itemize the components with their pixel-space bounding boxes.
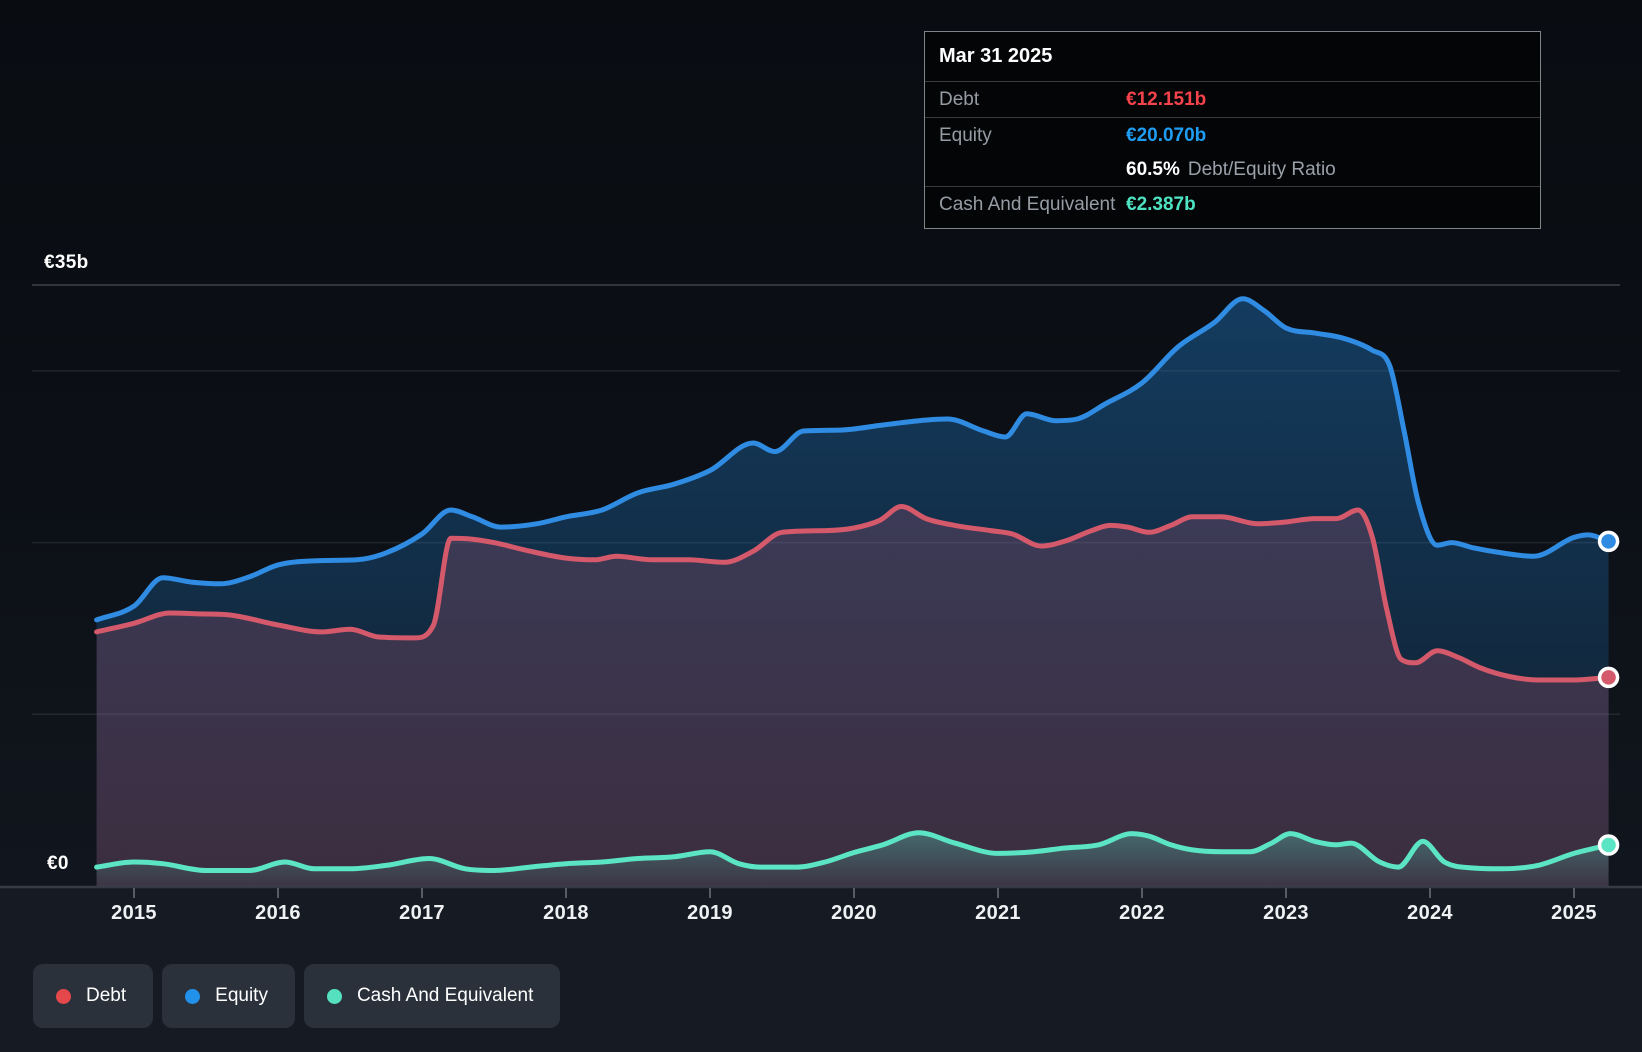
x-axis-label-2023: 2023 <box>1263 902 1309 924</box>
legend-item-cash-and-equivalent[interactable]: Cash And Equivalent <box>303 964 561 1028</box>
tooltip-equity-value: €20.070b <box>1126 124 1207 146</box>
tooltip-ratio-label: Debt/Equity Ratio <box>1187 158 1336 180</box>
tooltip-debt-value: €12.151b <box>1126 88 1207 110</box>
endpoint-dot-cash-and-equivalent <box>1597 834 1620 856</box>
tooltip-row-cash: Cash And Equivalent €2.387b <box>925 186 1540 222</box>
x-axis-label-2017: 2017 <box>399 902 445 924</box>
legend-dot-equity <box>185 988 201 1004</box>
tooltip-cash-label: Cash And Equivalent <box>939 193 1116 215</box>
tooltip-row-equity: Equity €20.070b <box>925 117 1540 153</box>
legend-item-equity[interactable]: Equity <box>162 964 295 1028</box>
tooltip: Mar 31 2025 Debt €12.151b Equity €20.070… <box>924 31 1541 229</box>
series-line-debt <box>94 504 1612 683</box>
tooltip-ratio-value: 60.5% <box>1126 158 1180 180</box>
legend-label: Equity <box>215 985 268 1006</box>
x-axis-label-2016: 2016 <box>255 902 301 924</box>
tooltip-ratio: 60.5% Debt/Equity Ratio <box>1126 159 1336 181</box>
legend-dot-cash-and-equivalent <box>326 988 342 1004</box>
x-axis-label-2019: 2019 <box>687 902 733 924</box>
endpoint-dot-debt <box>1597 666 1620 689</box>
x-axis-label-2018: 2018 <box>543 902 589 924</box>
y-axis-label-0: €0 <box>47 853 69 874</box>
chart-legend: Debt Equity Cash And Equivalent <box>33 964 561 1028</box>
series-line-cash-and-equivalent <box>94 830 1612 873</box>
tooltip-row-ratio: 60.5% Debt/Equity Ratio <box>925 153 1540 186</box>
x-axis-label-2021: 2021 <box>975 902 1021 924</box>
tooltip-row-debt: Debt €12.151b <box>925 81 1540 117</box>
tooltip-cash-value: €2.387b <box>1126 193 1196 215</box>
x-axis-label-2022: 2022 <box>1119 902 1165 924</box>
series-area-cash-and-equivalent <box>96 832 1609 886</box>
series-area-equity <box>96 298 1609 886</box>
series-line-equity <box>94 296 1612 623</box>
x-axis-label-2015: 2015 <box>111 902 157 924</box>
legend-label: Debt <box>86 985 127 1006</box>
tooltip-equity-label: Equity <box>939 124 992 146</box>
tooltip-date: Mar 31 2025 <box>939 45 1053 67</box>
series-area-debt <box>96 506 1609 886</box>
legend-item-debt[interactable]: Debt <box>33 964 154 1028</box>
y-axis-label-35b: €35b <box>44 252 89 273</box>
x-axis-label-2020: 2020 <box>831 902 877 924</box>
x-axis-label-2024: 2024 <box>1407 902 1453 924</box>
endpoint-dot-equity <box>1597 530 1620 553</box>
legend-label: Cash And Equivalent <box>356 985 534 1006</box>
tooltip-debt-label: Debt <box>939 88 980 110</box>
legend-dot-debt <box>56 988 71 1004</box>
x-axis-label-2025: 2025 <box>1551 902 1597 924</box>
